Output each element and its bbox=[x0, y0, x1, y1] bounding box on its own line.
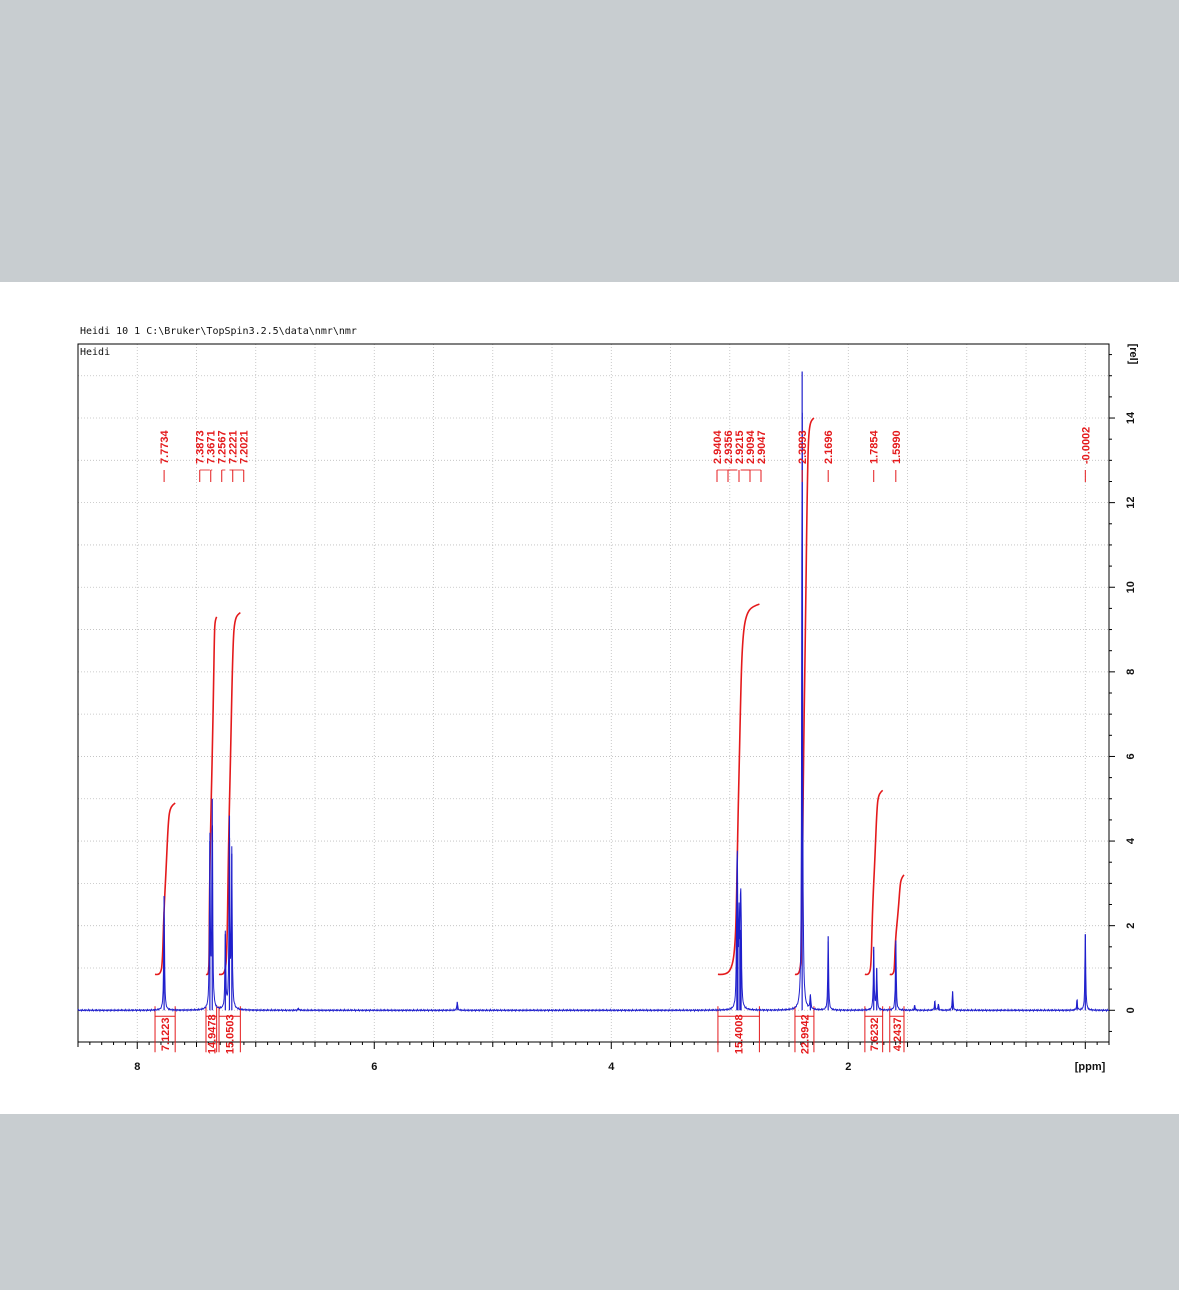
peak-label: 2.9047 bbox=[756, 430, 768, 464]
integral-bracket bbox=[218, 1006, 241, 1053]
peak-label: 7.2021 bbox=[239, 430, 251, 464]
integral-value: 15.4008 bbox=[734, 1014, 746, 1054]
peak-label: 2.3893 bbox=[797, 430, 809, 464]
peak-label: 7.3671 bbox=[206, 430, 218, 464]
integral-bracket bbox=[205, 1006, 218, 1053]
integrals: 7.1223 14.9478 15.0503 15.4008 22.9942 7.6232… bbox=[154, 417, 905, 1054]
peak-label: 7.2221 bbox=[228, 430, 240, 464]
peak-label: 2.1696 bbox=[823, 430, 835, 464]
x-tick-label: 8 bbox=[134, 1061, 140, 1073]
peak-label: 2.9404 bbox=[712, 429, 724, 464]
integral-curve bbox=[889, 874, 905, 976]
y-tick-label: 14 bbox=[1125, 411, 1137, 424]
integral-value: 4.2437 bbox=[892, 1017, 904, 1051]
peak-label: 7.7734 bbox=[159, 429, 171, 464]
peak-label: 2.9356 bbox=[723, 430, 735, 464]
peak-label: 1.5990 bbox=[891, 430, 903, 464]
peak-label: -0.0002 bbox=[1080, 427, 1092, 464]
spectrum-sheet: Heidi 10 1 C:\Bruker\TopSpin3.2.5\data\n… bbox=[0, 282, 1179, 1114]
integral-value: 15.0503 bbox=[225, 1014, 237, 1054]
spectrum-trace-group bbox=[77, 371, 1110, 1013]
peak-label: 7.3873 bbox=[195, 430, 207, 464]
integral-value: 22.9942 bbox=[799, 1014, 811, 1054]
y-tick-label: 12 bbox=[1125, 497, 1137, 509]
peak-label: 1.7854 bbox=[869, 429, 881, 464]
integral-bracket bbox=[717, 1006, 760, 1053]
y-tick-label: 2 bbox=[1125, 923, 1137, 929]
integral-curve bbox=[717, 603, 760, 976]
header-line-2: Heidi bbox=[80, 347, 110, 358]
integral-bracket bbox=[794, 1006, 815, 1053]
integral-value: 14.9478 bbox=[206, 1014, 218, 1054]
peak-labels: 7.7734 7.3873 7.3671 7.2567 7.2221 7.2021 2.94… bbox=[159, 427, 1092, 482]
peak-label: 2.9215 bbox=[734, 430, 746, 464]
x-tick-label: 2 bbox=[845, 1061, 851, 1073]
nmr-spectrum-chart: Heidi 10 1 C:\Bruker\TopSpin3.2.5\data\n… bbox=[77, 326, 1139, 1073]
integral-curve bbox=[864, 789, 884, 976]
x-tick-label: 6 bbox=[371, 1061, 377, 1073]
y-tick-label: 8 bbox=[1125, 669, 1137, 675]
integral-value: 7.6232 bbox=[869, 1017, 881, 1051]
y-axis-title: [rel] bbox=[1127, 344, 1139, 365]
spectrum-trace bbox=[77, 412, 1110, 1013]
integral-curve bbox=[154, 802, 176, 976]
header-line-1: Heidi 10 1 C:\Bruker\TopSpin3.2.5\data\n… bbox=[80, 326, 357, 337]
integral-bracket bbox=[154, 1006, 176, 1053]
peak-label: 7.2567 bbox=[217, 430, 229, 464]
axes: 0 2 4 6 8 10 12 14 8 6 4 2 bbox=[77, 354, 1137, 1073]
y-tick-label: 10 bbox=[1125, 581, 1137, 593]
y-tick-label: 4 bbox=[1125, 837, 1137, 844]
peak-label: 2.9094 bbox=[745, 429, 757, 464]
integral-curve bbox=[794, 417, 815, 976]
integral-bracket bbox=[889, 1006, 905, 1053]
x-tick-label: 4 bbox=[608, 1061, 615, 1073]
y-tick-label: 0 bbox=[1125, 1007, 1137, 1013]
y-tick-label: 6 bbox=[1125, 753, 1137, 759]
integral-bracket bbox=[864, 1006, 884, 1053]
x-axis-title: [ppm] bbox=[1075, 1061, 1106, 1073]
integral-value: 7.1223 bbox=[160, 1017, 172, 1051]
